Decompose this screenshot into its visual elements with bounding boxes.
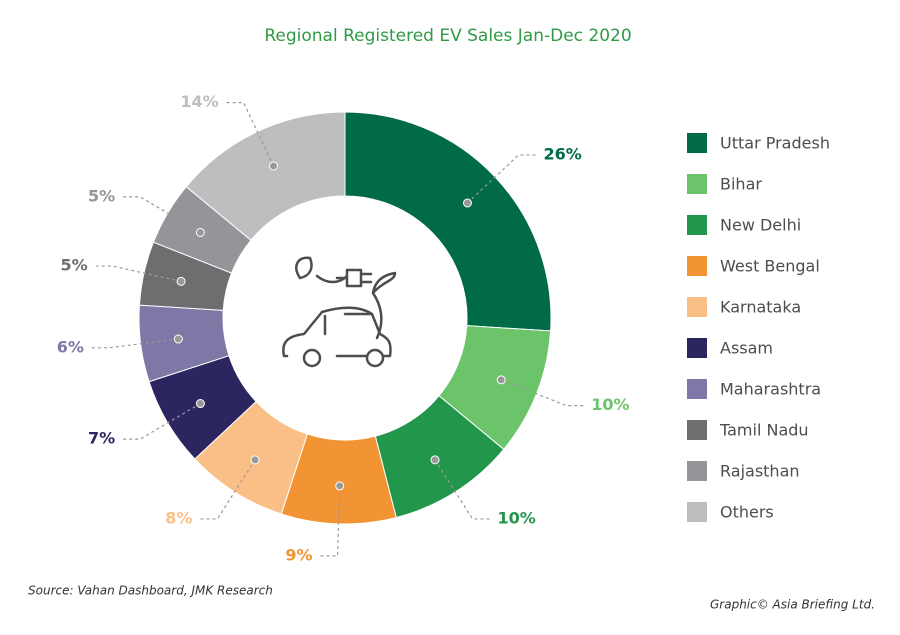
leader-dot	[173, 334, 183, 344]
legend-swatch	[687, 133, 707, 153]
donut: 26% 10% 10% 9% 8% 7% 6% 5% 5% 14%	[57, 92, 630, 564]
legend-label: New Delhi	[720, 216, 801, 235]
leader-dot	[195, 399, 205, 409]
value-label: 6%	[57, 337, 84, 356]
leader-dot	[176, 276, 186, 286]
legend-label: Rajasthan	[720, 462, 800, 481]
leader-dot	[195, 227, 205, 237]
legend-swatch	[687, 502, 707, 522]
legend-swatch	[687, 215, 707, 235]
legend-label: Maharashtra	[720, 380, 821, 399]
leader-dot	[496, 375, 506, 385]
leader-dot	[462, 198, 472, 208]
legend-swatch	[687, 420, 707, 440]
value-label: 10%	[591, 395, 629, 414]
donut-segment	[344, 111, 552, 332]
legend-swatch	[687, 256, 707, 276]
legend-swatch	[687, 174, 707, 194]
legend-swatch	[687, 379, 707, 399]
legend-label: Karnataka	[720, 298, 801, 317]
value-label: 26%	[543, 145, 581, 164]
value-label: 9%	[285, 545, 312, 564]
chart-title: Regional Registered EV Sales Jan-Dec 202…	[264, 26, 631, 46]
ev-icon	[282, 256, 397, 368]
legend-swatch	[687, 338, 707, 358]
legend-label: Uttar Pradesh	[720, 134, 830, 153]
value-label: 8%	[165, 508, 192, 527]
credit: Graphic© Asia Briefing Ltd.	[710, 598, 875, 612]
leader-dot	[268, 161, 278, 171]
value-label: 5%	[88, 186, 115, 205]
legend-label: Tamil Nadu	[719, 421, 809, 440]
value-label: 7%	[88, 429, 115, 448]
legend: Uttar Pradesh Bihar New Delhi West Bengal Ka…	[687, 133, 830, 522]
legend-label: Others	[720, 503, 774, 522]
leader-dot	[250, 455, 260, 465]
legend-swatch	[687, 461, 707, 481]
legend-swatch	[687, 297, 707, 317]
legend-label: Assam	[720, 339, 773, 358]
leader-dot	[430, 455, 440, 465]
value-label: 14%	[180, 92, 218, 111]
value-label: 5%	[61, 256, 88, 275]
leader-dot	[335, 481, 345, 491]
value-label: 10%	[498, 508, 536, 527]
source: Source: Vahan Dashboard, JMK Research	[28, 584, 273, 598]
legend-label: Bihar	[720, 175, 762, 194]
legend-label: West Bengal	[720, 257, 820, 276]
donut-segment	[185, 111, 346, 241]
